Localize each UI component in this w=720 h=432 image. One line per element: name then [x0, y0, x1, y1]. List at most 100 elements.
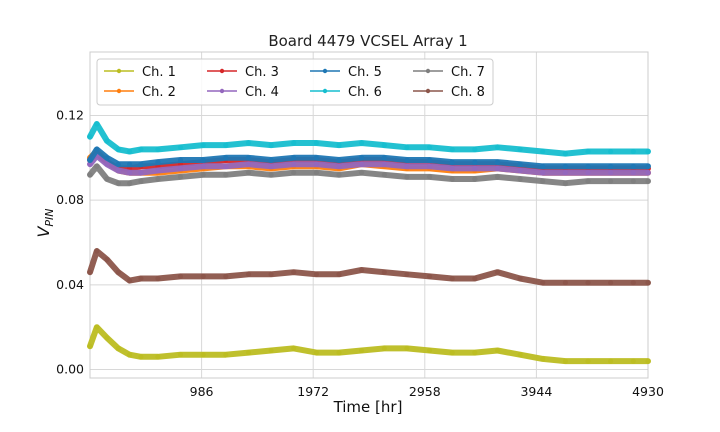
data-point-ch-5: [585, 163, 591, 169]
data-point-ch-4: [359, 161, 365, 167]
data-point-ch-6: [155, 146, 161, 152]
data-point-ch-8: [127, 278, 133, 284]
data-point-ch-4: [115, 167, 121, 174]
legend-marker: [116, 88, 122, 94]
data-point-ch-6: [336, 142, 342, 148]
legend-box: [96, 58, 494, 106]
data-point-ch-6: [517, 146, 523, 152]
data-point-ch-8: [138, 275, 144, 282]
data-point-ch-6: [313, 140, 319, 146]
data-point-ch-7: [585, 178, 591, 184]
legend-marker: [219, 88, 225, 94]
data-point-ch-5: [336, 157, 342, 163]
legend-item-ch-5: Ch. 5: [310, 65, 382, 80]
data-point-ch-1: [585, 358, 591, 364]
data-point-ch-4: [245, 161, 252, 167]
series-layer: [87, 121, 651, 365]
data-point-ch-8: [313, 271, 319, 277]
legend-label: Ch. 3: [245, 65, 279, 80]
data-point-ch-5: [104, 155, 110, 161]
data-point-ch-5: [427, 157, 433, 163]
data-point-ch-1: [608, 358, 614, 364]
data-point-ch-8: [381, 269, 387, 275]
data-point-ch-1: [540, 356, 546, 362]
legend-label: Ch. 5: [348, 65, 382, 80]
data-point-ch-7: [608, 178, 614, 184]
y-axis-label-sub: PIN: [43, 208, 56, 226]
data-point-ch-7: [427, 174, 433, 180]
data-point-ch-4: [608, 170, 614, 176]
data-point-ch-7: [472, 176, 478, 182]
data-point-ch-1: [449, 350, 455, 356]
data-point-ch-4: [291, 161, 297, 167]
data-point-ch-5: [608, 163, 614, 169]
data-point-ch-6: [87, 134, 93, 140]
data-point-ch-7: [127, 180, 133, 186]
data-point-ch-5: [562, 163, 569, 169]
data-point-ch-1: [381, 345, 387, 351]
data-point-ch-7: [359, 170, 365, 176]
data-point-ch-5: [630, 163, 636, 169]
data-point-ch-4: [200, 163, 206, 169]
data-point-ch-5: [115, 161, 121, 167]
data-point-ch-5: [472, 159, 478, 165]
data-point-ch-7: [404, 174, 410, 180]
data-point-ch-4: [381, 161, 387, 167]
data-point-ch-6: [381, 142, 387, 148]
data-point-ch-7: [94, 163, 100, 169]
data-point-ch-6: [200, 142, 206, 148]
data-point-ch-4: [585, 170, 591, 176]
x-tick-label: 986: [190, 384, 214, 399]
data-point-ch-4: [336, 163, 342, 169]
data-point-ch-1: [115, 345, 121, 351]
data-point-ch-4: [104, 161, 110, 167]
data-point-ch-7: [494, 174, 501, 180]
legend-marker: [219, 68, 225, 74]
data-point-ch-7: [138, 178, 144, 184]
data-point-ch-8: [291, 269, 297, 275]
x-tick-label: 3944: [520, 384, 552, 399]
data-point-ch-8: [494, 269, 501, 275]
data-point-ch-4: [87, 161, 93, 167]
x-tick-labels: 986 1972 2958 3944 4930: [190, 384, 664, 399]
data-point-ch-7: [630, 178, 636, 184]
data-point-ch-6: [177, 144, 184, 150]
legend-label: Ch. 4: [245, 85, 279, 100]
data-point-ch-4: [517, 167, 523, 174]
data-point-ch-6: [127, 148, 133, 155]
data-point-ch-4: [427, 163, 433, 169]
data-point-ch-8: [155, 275, 161, 282]
data-point-ch-5: [291, 155, 297, 161]
data-point-ch-7: [177, 174, 184, 180]
data-point-ch-7: [336, 172, 342, 178]
data-point-ch-5: [138, 161, 144, 167]
data-point-ch-8: [472, 275, 478, 282]
data-point-ch-1: [291, 345, 297, 351]
data-point-ch-5: [645, 163, 651, 169]
legend-item-ch-2: Ch. 2: [104, 85, 176, 100]
x-axis-label: Time [hr]: [333, 398, 403, 416]
data-point-ch-4: [127, 170, 133, 176]
y-tick-label: 0.08: [56, 192, 84, 207]
data-point-ch-6: [585, 148, 591, 155]
y-axis-label: VPIN: [34, 208, 56, 237]
data-point-ch-1: [494, 347, 501, 354]
data-point-ch-8: [645, 280, 651, 286]
data-point-ch-8: [115, 269, 121, 275]
legend-marker: [116, 68, 122, 74]
data-point-ch-1: [562, 358, 569, 364]
data-point-ch-7: [562, 180, 569, 186]
data-point-ch-1: [245, 350, 252, 356]
data-point-ch-1: [427, 347, 433, 354]
y-tick-label: 0.00: [56, 362, 84, 377]
data-point-ch-8: [427, 273, 433, 279]
data-point-ch-8: [87, 269, 93, 275]
data-point-ch-5: [200, 157, 206, 163]
legend-item-ch-1: Ch. 1: [104, 65, 176, 80]
data-point-ch-1: [104, 335, 110, 341]
data-point-ch-1: [87, 343, 93, 349]
chart-title: Board 4479 VCSEL Array 1: [268, 32, 467, 50]
y-axis-label-main: V: [34, 226, 53, 238]
data-point-ch-1: [268, 347, 274, 354]
data-point-ch-7: [449, 176, 455, 182]
